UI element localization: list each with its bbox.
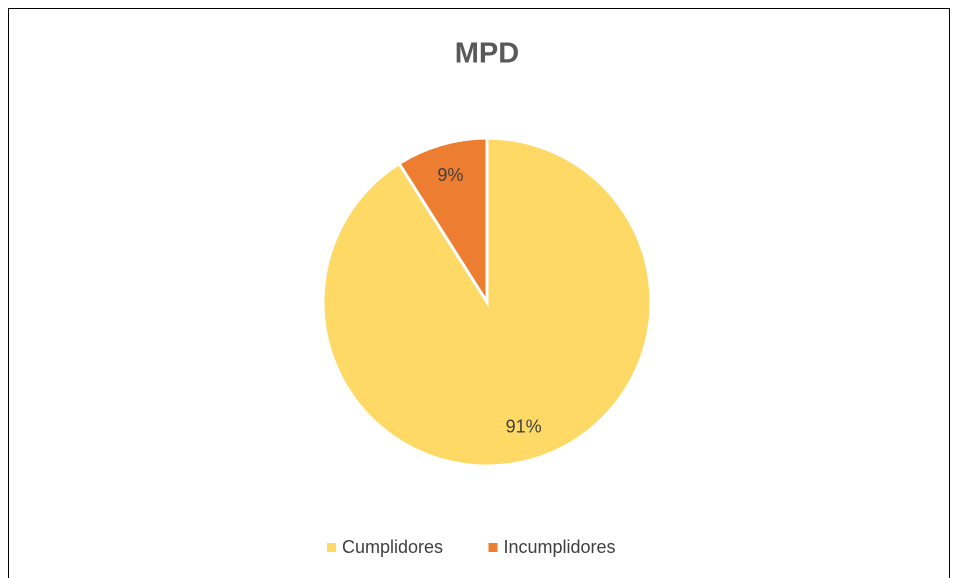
- chart-title: MPD: [455, 38, 519, 70]
- legend-label: Cumplidores: [342, 537, 443, 557]
- data-label: 9%: [437, 165, 463, 185]
- legend-label: Incumplidores: [504, 537, 616, 557]
- data-label: 91%: [506, 417, 542, 437]
- legend-swatch: [488, 543, 498, 552]
- pie-slice: [397, 136, 489, 308]
- legend-swatch: [327, 543, 336, 552]
